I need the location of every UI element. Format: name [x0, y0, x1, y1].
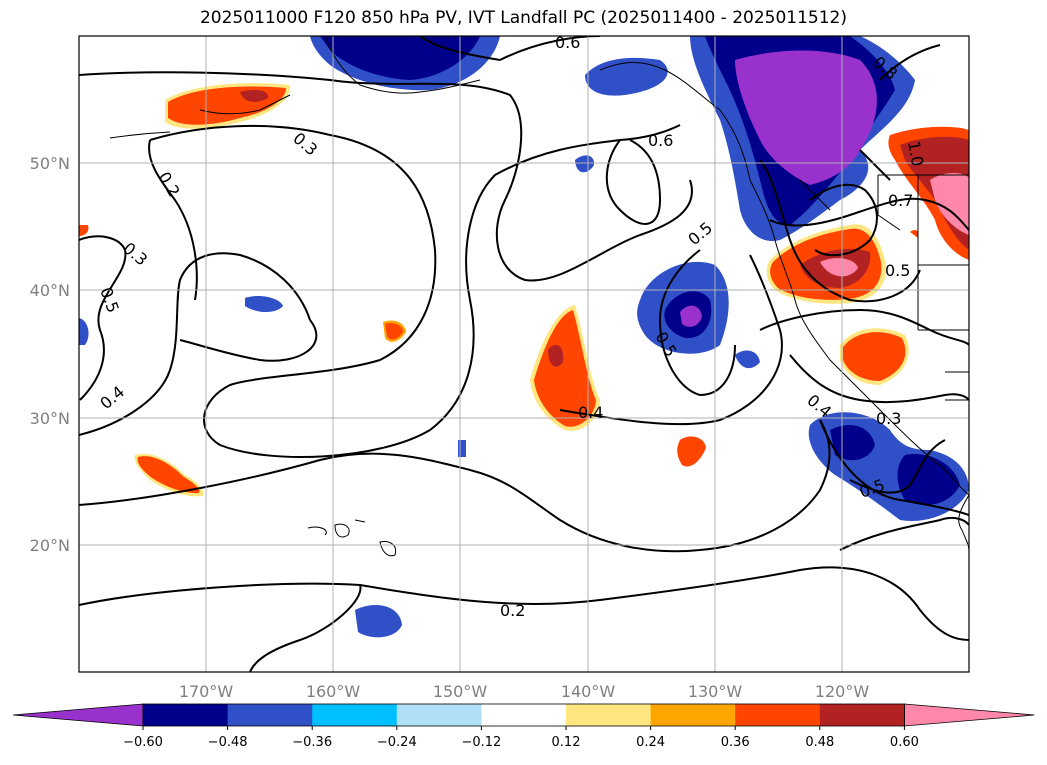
colorbar-tick-label: −0.60 — [123, 735, 163, 750]
lon-tick-label: 170°W — [179, 682, 234, 701]
lat-tick-label: 30°N — [30, 409, 70, 428]
colorbar-segment — [312, 704, 398, 726]
colorbar-tick-label: 0.12 — [552, 735, 581, 750]
colorbar-tick-label: −0.12 — [461, 735, 501, 750]
lon-tick-labels: 170°W 160°W 150°W 140°W 130°W 120°W — [179, 682, 870, 701]
colorbar-segment — [819, 704, 905, 726]
contour-labels: 0.6 0.8 0.3 0.2 0.6 0.5 1.0 0.7 0.3 0.5 … — [96, 33, 927, 620]
colorbar-tick-label: −0.24 — [377, 735, 417, 750]
lon-tick-label: 150°W — [433, 682, 488, 701]
colorbar-segment — [566, 704, 652, 726]
contour-label: 0.4 — [578, 403, 603, 422]
colorbar-segment — [650, 704, 736, 726]
lat-tick-labels: 50°N 40°N 30°N 20°N — [30, 154, 70, 555]
contour-label: 0.6 — [555, 33, 580, 52]
map-title: 2025011000 F120 850 hPa PV, IVT Landfall… — [199, 8, 847, 28]
colorbar-segment — [143, 704, 229, 726]
contour-label: 0.3 — [876, 409, 901, 428]
colorbar-extend-min — [12, 703, 144, 727]
contour-label: 0.2 — [500, 601, 525, 620]
pv-contours — [79, 36, 969, 672]
contour-label: 0.7 — [888, 191, 913, 210]
lon-tick-label: 130°W — [688, 682, 743, 701]
colorbar-tick-label: 0.48 — [805, 735, 834, 750]
colorbar-segment — [227, 704, 313, 726]
lat-tick-label: 40°N — [30, 281, 70, 300]
lon-tick-label: 160°W — [306, 682, 361, 701]
coastlines — [109, 36, 969, 557]
map-frame — [78, 35, 970, 673]
colorbar-segment — [396, 704, 482, 726]
colorbar-tick-label: 0.24 — [636, 735, 665, 750]
contour-label: 0.5 — [885, 261, 910, 280]
map-plot-area: 0.6 0.8 0.3 0.2 0.6 0.5 1.0 0.7 0.3 0.5 … — [79, 33, 969, 672]
colorbar-tick-label: −0.48 — [208, 735, 248, 750]
colorbar-segment — [481, 704, 567, 726]
colorbar-frame — [142, 703, 905, 727]
contour-label: 0.6 — [648, 131, 673, 150]
colorbar-segment — [735, 704, 821, 726]
gridlines — [79, 36, 969, 672]
lat-tick-label: 50°N — [30, 154, 70, 173]
colorbar-extend-max — [904, 703, 1035, 727]
colorbar-tick-label: 0.60 — [890, 735, 919, 750]
lat-tick-label: 20°N — [30, 536, 70, 555]
colorbar-tick-label: −0.36 — [292, 735, 332, 750]
lon-tick-label: 120°W — [815, 682, 870, 701]
contour-label: 1.0 — [904, 139, 927, 167]
lon-tick-label: 140°W — [561, 682, 616, 701]
colorbar-tick-label: 0.36 — [721, 735, 750, 750]
colorbar: −0.60 −0.48 −0.36 −0.24 −0.12 0.12 0.24 0.36 0.4… — [12, 703, 1035, 750]
